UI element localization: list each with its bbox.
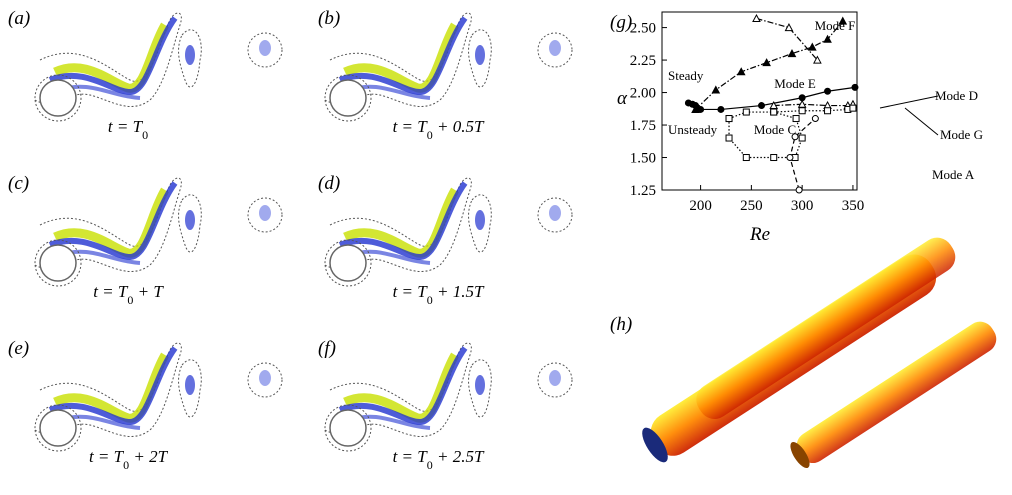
annotation: Mode G bbox=[940, 127, 983, 142]
caption-part: 0 bbox=[127, 293, 133, 307]
flow-snapshot bbox=[325, 178, 572, 286]
y-tick-label: 2.00 bbox=[630, 86, 656, 102]
annotation: Mode D bbox=[935, 88, 978, 103]
marker bbox=[807, 42, 817, 51]
marker bbox=[725, 134, 733, 142]
marker bbox=[742, 108, 750, 116]
panel-label: (f) bbox=[318, 338, 336, 359]
flow-snapshot bbox=[35, 343, 282, 451]
caption-part: 0 bbox=[427, 458, 433, 472]
caption: t = T0 + 1.5T bbox=[393, 282, 485, 307]
marker bbox=[811, 115, 819, 123]
marker bbox=[770, 108, 778, 116]
caption-part: 0 bbox=[123, 458, 129, 472]
marker bbox=[791, 133, 799, 141]
panel-label: (h) bbox=[610, 314, 632, 335]
caption-part: t = T bbox=[93, 282, 129, 301]
y-tick-label: 1.50 bbox=[630, 151, 656, 167]
marker bbox=[798, 107, 806, 115]
caption-part: 0 bbox=[427, 293, 433, 307]
marker bbox=[813, 55, 822, 64]
marker bbox=[770, 154, 778, 162]
marker bbox=[742, 154, 750, 162]
caption-part: t = T bbox=[108, 117, 144, 136]
annotation: Steady bbox=[668, 68, 704, 83]
marker bbox=[795, 186, 803, 194]
caption-part: t = T bbox=[393, 117, 429, 136]
caption-part: t = T bbox=[393, 447, 429, 466]
panel-label: (d) bbox=[318, 173, 340, 194]
marker bbox=[823, 34, 832, 43]
caption-part: + 1.5T bbox=[433, 282, 485, 301]
y-tick-label: 2.25 bbox=[630, 53, 656, 69]
flow-snapshot bbox=[325, 343, 572, 451]
caption: t = T0 bbox=[108, 117, 148, 142]
panel-label: (e) bbox=[8, 338, 29, 359]
annotation-pointer bbox=[879, 95, 939, 109]
marker bbox=[691, 104, 700, 113]
x-tick-label: 300 bbox=[791, 198, 814, 214]
panel-label: (b) bbox=[318, 8, 340, 29]
marker bbox=[792, 115, 800, 123]
x-tick-label: 200 bbox=[689, 198, 712, 214]
annotation: Mode C bbox=[754, 122, 796, 137]
series-line bbox=[789, 118, 816, 191]
x-tick-label: 350 bbox=[842, 198, 865, 214]
marker bbox=[784, 23, 794, 32]
marker bbox=[752, 13, 761, 22]
y-axis-label: α bbox=[617, 88, 628, 109]
marker bbox=[838, 16, 848, 25]
marker bbox=[851, 83, 859, 91]
flow-snapshot bbox=[35, 178, 282, 286]
panel-label: (a) bbox=[8, 8, 30, 29]
caption-part: + 2T bbox=[129, 447, 168, 466]
plot-frame bbox=[661, 11, 858, 191]
caption-part: t = T bbox=[393, 282, 429, 301]
series-line bbox=[728, 111, 803, 159]
series-line bbox=[773, 103, 854, 107]
marker bbox=[762, 58, 771, 67]
render-3d bbox=[642, 237, 997, 468]
marker bbox=[711, 85, 721, 94]
marker bbox=[824, 87, 832, 95]
caption: t = T0 + T bbox=[93, 282, 164, 307]
marker bbox=[725, 115, 733, 123]
marker bbox=[824, 107, 832, 115]
caption-part: 0 bbox=[427, 128, 433, 142]
marker bbox=[717, 105, 725, 113]
x-axis-label: Re bbox=[749, 224, 770, 245]
marker bbox=[798, 134, 806, 142]
caption: t = T0 + 0.5T bbox=[393, 117, 485, 142]
flow-snapshot bbox=[325, 13, 572, 121]
caption-part: + 0.5T bbox=[433, 117, 485, 136]
panel-label: (c) bbox=[8, 173, 29, 194]
marker bbox=[849, 104, 857, 112]
caption: t = T0 + 2.5T bbox=[393, 447, 485, 472]
marker bbox=[787, 49, 797, 58]
flow-snapshot bbox=[35, 13, 282, 121]
marker bbox=[786, 154, 794, 162]
annotation: Mode A bbox=[932, 167, 975, 182]
annotation: Unsteady bbox=[668, 122, 718, 137]
marker bbox=[736, 67, 746, 76]
caption-part: t = T bbox=[89, 447, 125, 466]
caption-part: + T bbox=[133, 282, 164, 301]
y-tick-label: 1.75 bbox=[630, 118, 656, 134]
series-line bbox=[773, 107, 854, 113]
caption-part: 0 bbox=[142, 128, 148, 142]
snapshots bbox=[35, 13, 572, 451]
panel-label: (g) bbox=[610, 12, 632, 33]
caption-part: + 2.5T bbox=[433, 447, 485, 466]
caption: t = T0 + 2T bbox=[89, 447, 169, 472]
y-tick-label: 2.50 bbox=[630, 21, 656, 37]
marker bbox=[758, 102, 766, 110]
y-tick-label: 1.25 bbox=[630, 183, 656, 199]
annotation: Mode E bbox=[774, 76, 816, 91]
x-tick-label: 250 bbox=[740, 198, 763, 214]
series-line bbox=[756, 17, 818, 61]
annotation-pointer bbox=[904, 107, 939, 136]
